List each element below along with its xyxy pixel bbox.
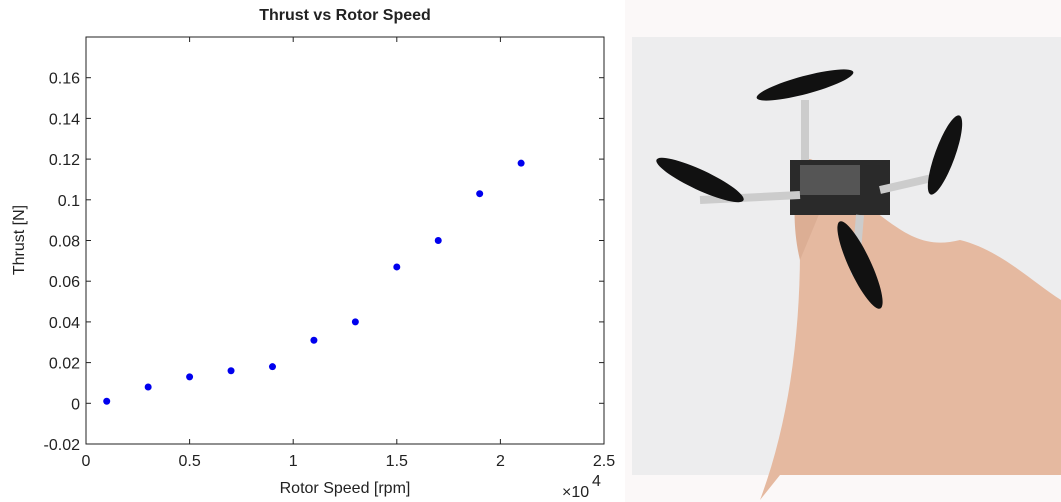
data-point bbox=[517, 159, 525, 167]
propeller bbox=[837, 221, 883, 309]
y-tick-label: 0.1 bbox=[58, 193, 80, 210]
x-tick-label: 0 bbox=[82, 453, 91, 470]
x-multiplier: ×10 bbox=[562, 484, 589, 501]
data-point bbox=[186, 373, 194, 381]
data-point bbox=[103, 397, 111, 405]
y-tick-label: 0.08 bbox=[49, 234, 80, 251]
data-point bbox=[144, 383, 152, 391]
data-point bbox=[227, 367, 235, 375]
x-tick-label: 1.5 bbox=[386, 453, 408, 470]
drone-arm bbox=[699, 191, 801, 204]
x-tick-label: 2 bbox=[496, 453, 505, 470]
data-point bbox=[351, 318, 359, 326]
y-tick-label: 0.14 bbox=[49, 111, 80, 128]
data-point bbox=[434, 237, 442, 244]
x-tick-label: 2.5 bbox=[593, 453, 615, 470]
y-tick-label: 0.12 bbox=[49, 152, 80, 169]
data-point bbox=[476, 190, 484, 198]
photo bbox=[632, 37, 1061, 500]
x-tick-label: 1 bbox=[289, 453, 298, 470]
x-tick-label: 0.5 bbox=[178, 453, 200, 470]
y-tick-label: -0.02 bbox=[44, 437, 81, 454]
chart-title: Thrust vs Rotor Speed bbox=[259, 7, 431, 24]
y-tick-label: 0.04 bbox=[49, 315, 80, 332]
propeller bbox=[656, 157, 744, 203]
propeller bbox=[927, 115, 963, 195]
y-tick-label: 0 bbox=[71, 396, 80, 413]
y-tick-label: 0.02 bbox=[49, 356, 80, 373]
data-point bbox=[310, 336, 318, 344]
y-tick-label: 0.16 bbox=[49, 71, 80, 88]
y-axis-label: Thrust [N] bbox=[11, 205, 28, 275]
propeller bbox=[756, 69, 854, 101]
hand bbox=[760, 192, 1061, 500]
drone-board bbox=[800, 165, 860, 195]
y-tick-label: 0.06 bbox=[49, 274, 80, 291]
data-point bbox=[268, 363, 276, 371]
data-point bbox=[393, 263, 401, 271]
chart-background bbox=[0, 0, 625, 502]
x-axis-label: Rotor Speed [rpm] bbox=[280, 480, 411, 497]
x-multiplier-exponent: 4 bbox=[592, 473, 601, 490]
